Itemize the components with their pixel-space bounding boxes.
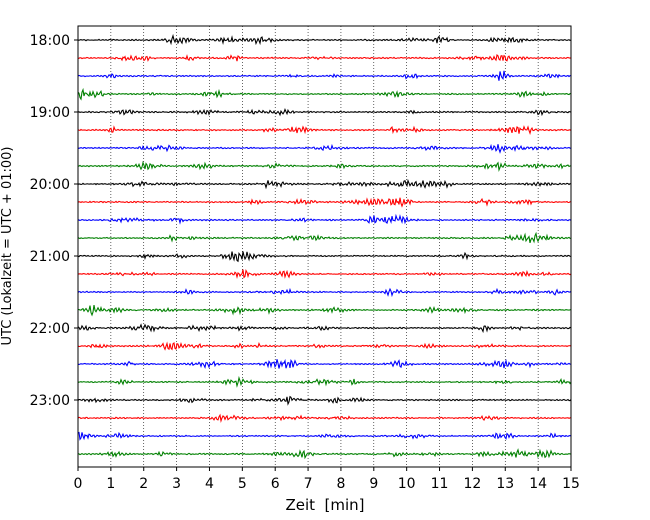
x-tick-label: 3 (172, 476, 181, 492)
trace-line (77, 304, 572, 317)
y-tick-label: 23:00 (30, 393, 70, 409)
x-tick-label: 4 (205, 476, 214, 492)
trace-line (77, 160, 572, 173)
trace-line (77, 395, 572, 406)
trace-line (77, 287, 572, 298)
x-tick-label: 11 (431, 476, 449, 492)
trace-line (77, 33, 572, 46)
trace-line (77, 431, 572, 441)
y-tick-label: 20:00 (30, 177, 70, 193)
x-tick-label: 5 (238, 476, 247, 492)
y-tick-label: 22:00 (30, 321, 70, 337)
trace-line (77, 413, 572, 423)
x-tick-label: 7 (304, 476, 313, 492)
y-axis: 18:00 19:00 20:00 21:00 22:00 23:00 (30, 33, 78, 409)
trace-line (77, 70, 572, 81)
x-tick-label: 2 (139, 476, 148, 492)
trace-line (77, 231, 572, 244)
trace-line (77, 54, 572, 62)
trace-line (77, 87, 572, 101)
x-tick-label: 8 (336, 476, 345, 492)
x-tick-label: 13 (496, 476, 514, 492)
trace-line (77, 358, 572, 370)
y-tick-label: 18:00 (30, 33, 70, 49)
trace-line (77, 213, 572, 225)
y-axis-title: UTC (Lokalzeit = UTC + 01:00) (0, 147, 15, 346)
trace-line (77, 125, 572, 135)
x-tick-label: 10 (398, 476, 416, 492)
x-axis: 0 1 2 3 4 5 6 7 8 9 10 11 12 13 14 15 (74, 467, 580, 492)
x-tick-label: 15 (562, 476, 580, 492)
x-tick-label: 0 (74, 476, 83, 492)
plot-frame (77, 25, 572, 468)
x-tick-label: 9 (369, 476, 378, 492)
trace-series (77, 33, 572, 460)
trace-line (77, 108, 572, 117)
x-tick-label: 6 (271, 476, 280, 492)
trace-line (77, 323, 572, 334)
y-tick-label: 21:00 (30, 249, 70, 265)
trace-line (77, 375, 572, 388)
trace-line (77, 197, 572, 208)
trace-line (77, 269, 572, 279)
x-tick-label: 14 (529, 476, 547, 492)
trace-line (77, 143, 572, 154)
trace-line (77, 251, 572, 263)
y-tick-label: 19:00 (30, 105, 70, 121)
x-tick-label: 1 (106, 476, 115, 492)
trace-line (77, 178, 572, 190)
trace-line (77, 341, 572, 351)
trace-line (77, 448, 571, 460)
x-tick-label: 12 (463, 476, 481, 492)
x-axis-title: Zeit [min] (285, 496, 364, 514)
